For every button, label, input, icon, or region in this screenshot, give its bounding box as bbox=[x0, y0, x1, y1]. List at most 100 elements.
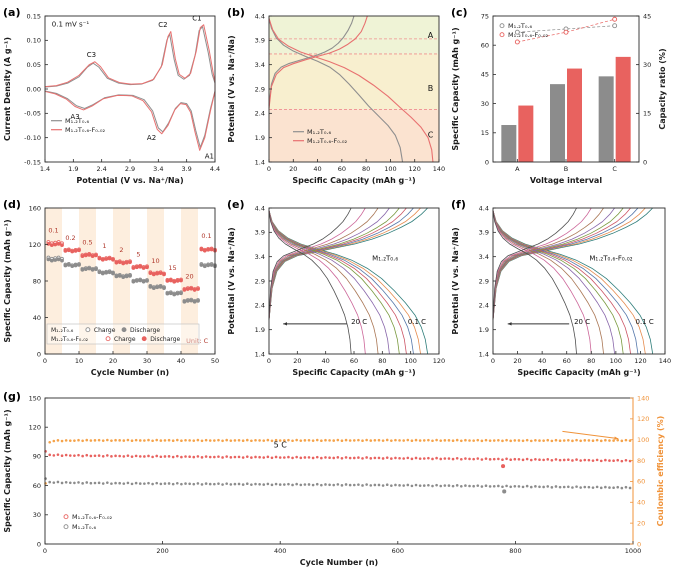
marker-discharge-M12T06-F002 bbox=[196, 287, 200, 291]
marker-coulombic-efficiency bbox=[200, 439, 204, 443]
marker-coulombic-efficiency bbox=[616, 438, 620, 442]
marker-capacity-M12T06 bbox=[245, 482, 249, 486]
marker-discharge-M12T06-F002 bbox=[117, 260, 122, 265]
y-tick-label: -0.10 bbox=[24, 134, 41, 142]
marker-capacity-M12T06-F002 bbox=[196, 455, 200, 458]
annotation: 20 bbox=[185, 272, 193, 280]
series-discharge-M12T06-F002 bbox=[268, 18, 434, 163]
marker-capacity-M12T06-F002 bbox=[344, 456, 348, 459]
x-tick-label: 80 bbox=[587, 357, 595, 365]
marker-capacity-M12T06 bbox=[616, 485, 620, 489]
marker-capacity-M12T06-F002 bbox=[332, 456, 336, 460]
marker-capacity-M12T06 bbox=[567, 485, 570, 489]
marker-capacity-M12T06-F002 bbox=[439, 457, 443, 461]
marker-capacity-M12T06-F002 bbox=[77, 453, 80, 457]
marker-discharge-M12T06 bbox=[97, 270, 102, 275]
legend-marker-circle bbox=[499, 32, 505, 38]
y-tick-label: 2.4 bbox=[479, 302, 489, 310]
marker-discharge-M12T06-F002 bbox=[199, 247, 204, 252]
marker-coulombic-efficiency bbox=[299, 439, 303, 442]
marker-discharge-M12T06 bbox=[90, 267, 95, 272]
y2-tick-label: 120 bbox=[637, 415, 649, 423]
marker-capacity-M12T06-F002 bbox=[114, 454, 117, 458]
annotation: 15 bbox=[168, 264, 176, 272]
marker-discharge-M12T06-F002 bbox=[151, 272, 156, 277]
marker-capacity-M12T06 bbox=[381, 484, 385, 487]
marker-capacity-M12T06 bbox=[352, 483, 356, 487]
panel-letter: (d) bbox=[3, 198, 21, 211]
marker-coulombic-efficiency bbox=[591, 439, 595, 443]
profile-discharge-rate-profiles-M12T06-F002 bbox=[492, 210, 646, 355]
marker-coulombic-efficiency bbox=[138, 439, 142, 442]
legend-marker-circle bbox=[499, 23, 505, 29]
marker-coulombic-efficiency bbox=[460, 439, 463, 443]
marker-coulombic-efficiency bbox=[394, 438, 397, 442]
profile-charge-rate-profiles-M12T06 bbox=[268, 207, 414, 320]
marker-coulombic-efficiency bbox=[340, 439, 344, 443]
marker-coulombic-efficiency bbox=[390, 439, 393, 442]
marker-discharge-M12T06-F002 bbox=[87, 252, 92, 257]
y-tick-label: 1.9 bbox=[255, 326, 265, 334]
marker-capacity-M12T06-F002 bbox=[546, 458, 550, 461]
marker-capacity-M12T06 bbox=[492, 484, 496, 488]
y2-tick-label: 45 bbox=[643, 12, 651, 20]
y2-tick-label: 15 bbox=[643, 110, 651, 118]
legend-label: M₁.₂T₀.₆ bbox=[65, 117, 90, 125]
marker-capacity-M12T06-F002 bbox=[472, 457, 475, 461]
marker-capacity-M12T06-F002 bbox=[64, 453, 68, 457]
marker-capacity-M12T06 bbox=[501, 485, 504, 489]
y-tick-label: 3.4 bbox=[255, 61, 265, 69]
panel-f: 0 20 40 60 80 100 120 140 1.4 1.9 2.4 2.9 3.4 3.9 4.4 S… bbox=[451, 198, 671, 377]
legend-box bbox=[46, 323, 200, 345]
marker-discharge-M12T06-F002 bbox=[138, 264, 143, 269]
profile-charge-rate-profiles-M12T06 bbox=[268, 207, 352, 320]
marker-coulombic-efficiency bbox=[192, 439, 196, 442]
marker-capacity-M12T06 bbox=[554, 485, 558, 488]
marker-capacity-M12T06-F002 bbox=[93, 454, 97, 458]
legend-label: Charge bbox=[94, 327, 116, 334]
marker-capacity-M12T06-F002 bbox=[460, 457, 463, 461]
series-charge-M12T06 bbox=[268, 15, 355, 107]
annotation: 20 C bbox=[574, 318, 590, 326]
marker-capacity-M12T06 bbox=[484, 484, 488, 487]
marker-coulombic-efficiency bbox=[110, 439, 113, 442]
marker-discharge-M12T06-F002 bbox=[155, 271, 160, 276]
series-line-ratio-M12T06-F002 bbox=[517, 18, 615, 43]
legend-label: Discharge bbox=[150, 336, 180, 343]
marker-discharge-M12T06 bbox=[179, 291, 183, 296]
marker-coulombic-efficiency bbox=[529, 439, 533, 443]
marker-capacity-M12T06 bbox=[221, 483, 224, 486]
marker-capacity-M12T06 bbox=[138, 482, 142, 485]
marker-coulombic-efficiency bbox=[134, 438, 138, 442]
marker-capacity-M12T06-F002 bbox=[283, 456, 286, 459]
y-axis-title: Specific Capacity (mAh g⁻¹) bbox=[451, 27, 460, 150]
legend-label: M₁.₂T₀.₆-F₀.₀₂ bbox=[51, 336, 89, 343]
panel-letter: (b) bbox=[227, 6, 245, 19]
marker-capacity-M12T06 bbox=[480, 485, 484, 488]
y-tick-label: 4.4 bbox=[479, 204, 489, 212]
x-axis-title: Specific Capacity (mAh g⁻¹) bbox=[292, 368, 415, 377]
marker-discharge-M12T06 bbox=[141, 279, 146, 284]
marker-capacity-M12T06 bbox=[521, 485, 525, 489]
voltage-region bbox=[269, 16, 439, 54]
marker-coulombic-efficiency bbox=[427, 438, 430, 442]
panel-a: 1.4 1.9 2.4 2.9 3.4 3.9 4.4 -0.15 -0.10 -0.05 0.00… bbox=[3, 6, 220, 185]
legend-label: M₁.₂T₀.₆ bbox=[307, 128, 332, 136]
marker-capacity-M12T06-F002 bbox=[604, 458, 607, 462]
marker-capacity-M12T06 bbox=[558, 485, 562, 489]
marker-coulombic-efficiency bbox=[587, 439, 591, 442]
marker-discharge-M12T06 bbox=[168, 291, 173, 296]
marker-discharge-M12T06 bbox=[87, 266, 92, 271]
marker-capacity-M12T06-F002 bbox=[377, 456, 381, 460]
marker-capacity-M12T06-F002 bbox=[488, 458, 492, 461]
marker-ratio-M12T06-F002 bbox=[612, 16, 618, 22]
marker-coulombic-efficiency bbox=[52, 439, 56, 443]
marker-capacity-M12T06-F002 bbox=[266, 455, 270, 459]
x-tick-label: 2.4 bbox=[96, 165, 106, 173]
y-tick-label: 3.9 bbox=[479, 229, 489, 237]
marker-capacity-M12T06-F002 bbox=[599, 459, 603, 463]
marker-coulombic-efficiency bbox=[443, 439, 447, 442]
marker-capacity-M12T06-F002 bbox=[410, 457, 414, 461]
marker-coulombic-efficiency bbox=[130, 439, 134, 443]
